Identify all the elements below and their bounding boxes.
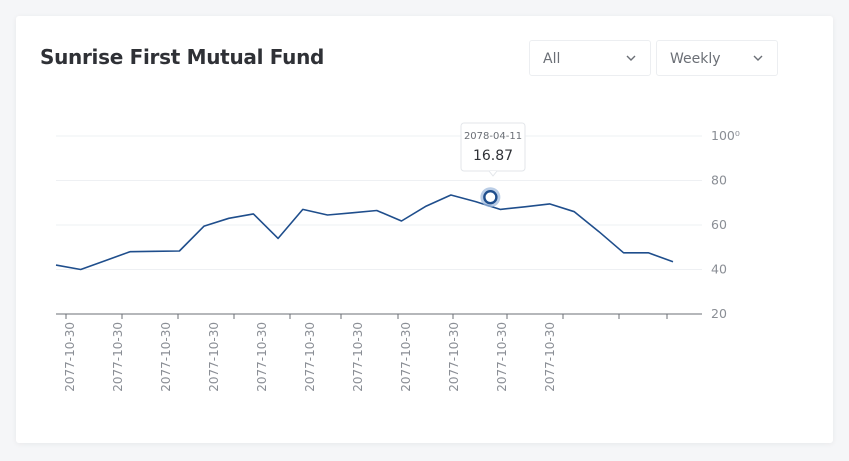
x-tick-label: 2077-10-30 [351, 322, 365, 392]
x-tick-label: 2077-10-30 [255, 322, 269, 392]
range-select-value: All [543, 51, 561, 67]
page-title: Sunrise First Mutual Fund [40, 45, 325, 69]
x-tick-label: 2077-10-30 [447, 322, 461, 392]
x-tick-label: 2077-10-30 [207, 322, 221, 392]
y-tick-label: 60 [711, 217, 727, 232]
y-tick-label: 80 [711, 173, 727, 188]
x-tick-label: 2077-10-30 [159, 322, 173, 392]
tooltip-arrow [488, 170, 498, 177]
y-tick-label: 100⁰ [711, 128, 740, 143]
y-tick-label: 20 [711, 306, 727, 321]
x-tick-label: 2077-10-30 [495, 322, 509, 392]
x-tick-label: 2077-10-30 [543, 322, 557, 392]
tooltip: 2078-04-11 16.87 [460, 122, 526, 177]
chevron-down-icon [626, 55, 636, 61]
series-line [55, 194, 674, 271]
y-tick-label: 40 [711, 262, 727, 277]
period-select-value: Weekly [670, 51, 721, 67]
x-tick-label: 2077-10-30 [399, 322, 413, 392]
point-marker [483, 189, 498, 205]
tooltip-date: 2078-04-11 [464, 131, 522, 142]
chevron-down-icon [753, 55, 763, 61]
x-tick-label: 2077-10-30 [303, 322, 317, 392]
tooltip-value: 16.87 [473, 148, 513, 164]
range-select[interactable]: All [529, 40, 651, 76]
fund-card [16, 16, 833, 443]
x-tick-label: 2077-10-30 [63, 322, 77, 392]
x-tick-label: 2077-10-30 [111, 322, 125, 392]
period-select[interactable]: Weekly [656, 40, 778, 76]
